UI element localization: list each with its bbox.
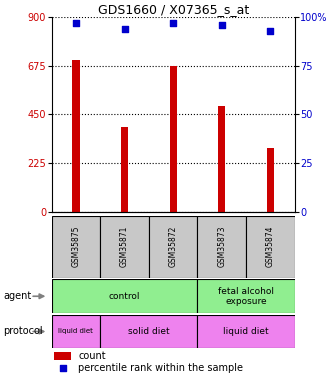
Text: GSM35871: GSM35871 xyxy=(120,226,129,267)
Bar xyxy=(54,352,71,360)
Text: agent: agent xyxy=(3,291,32,301)
Bar xyxy=(246,216,295,278)
Bar xyxy=(100,315,197,348)
Point xyxy=(122,26,127,32)
Text: control: control xyxy=(109,292,140,301)
Text: protocol: protocol xyxy=(3,327,43,336)
Text: liquid diet: liquid diet xyxy=(223,327,269,336)
Point xyxy=(73,20,79,26)
Bar xyxy=(149,216,197,278)
Bar xyxy=(218,106,225,212)
Bar xyxy=(121,128,128,212)
Bar xyxy=(72,60,80,212)
Bar xyxy=(197,315,295,348)
Text: GSM35873: GSM35873 xyxy=(217,226,226,267)
Point xyxy=(60,366,65,372)
Text: GSM35875: GSM35875 xyxy=(71,226,81,267)
Bar xyxy=(197,216,246,278)
Point xyxy=(268,27,273,33)
Text: percentile rank within the sample: percentile rank within the sample xyxy=(78,363,243,374)
Bar xyxy=(100,216,149,278)
Bar xyxy=(52,216,100,278)
Point xyxy=(170,20,176,26)
Text: GSM35874: GSM35874 xyxy=(266,226,275,267)
Bar xyxy=(267,148,274,212)
Bar xyxy=(52,315,100,348)
Title: GDS1660 / X07365_s_at: GDS1660 / X07365_s_at xyxy=(98,3,249,16)
Point xyxy=(219,22,224,28)
Bar xyxy=(197,279,295,313)
Text: count: count xyxy=(78,351,106,361)
Text: liquid diet: liquid diet xyxy=(59,328,93,334)
Text: GSM35872: GSM35872 xyxy=(168,226,178,267)
Bar xyxy=(169,66,177,212)
Text: fetal alcohol
exposure: fetal alcohol exposure xyxy=(218,286,274,306)
Bar xyxy=(52,279,197,313)
Text: solid diet: solid diet xyxy=(128,327,169,336)
